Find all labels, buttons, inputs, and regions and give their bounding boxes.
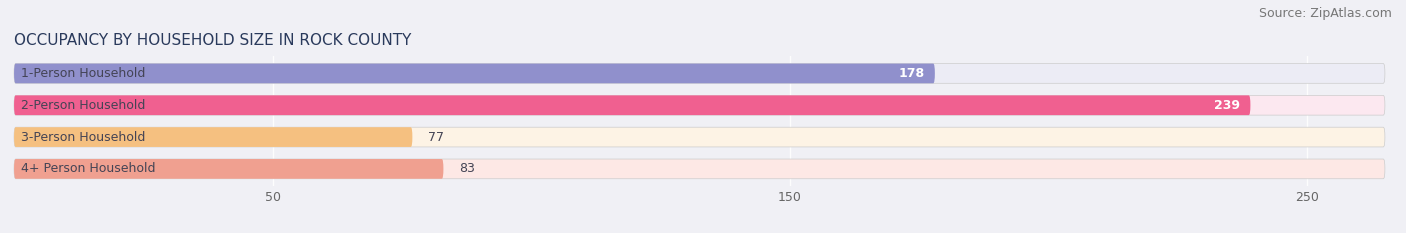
- FancyBboxPatch shape: [14, 95, 1250, 115]
- FancyBboxPatch shape: [14, 159, 443, 179]
- Text: 3-Person Household: 3-Person Household: [21, 130, 145, 144]
- Text: 2-Person Household: 2-Person Household: [21, 99, 145, 112]
- Text: 4+ Person Household: 4+ Person Household: [21, 162, 156, 175]
- Text: 1-Person Household: 1-Person Household: [21, 67, 145, 80]
- Text: 239: 239: [1213, 99, 1240, 112]
- FancyBboxPatch shape: [14, 64, 935, 83]
- Text: OCCUPANCY BY HOUSEHOLD SIZE IN ROCK COUNTY: OCCUPANCY BY HOUSEHOLD SIZE IN ROCK COUN…: [14, 33, 412, 48]
- FancyBboxPatch shape: [14, 64, 1385, 83]
- Text: 178: 178: [898, 67, 925, 80]
- Text: 83: 83: [458, 162, 475, 175]
- Text: 77: 77: [427, 130, 444, 144]
- Text: Source: ZipAtlas.com: Source: ZipAtlas.com: [1258, 7, 1392, 20]
- FancyBboxPatch shape: [14, 127, 412, 147]
- FancyBboxPatch shape: [14, 95, 1385, 115]
- FancyBboxPatch shape: [14, 127, 1385, 147]
- FancyBboxPatch shape: [14, 159, 1385, 179]
